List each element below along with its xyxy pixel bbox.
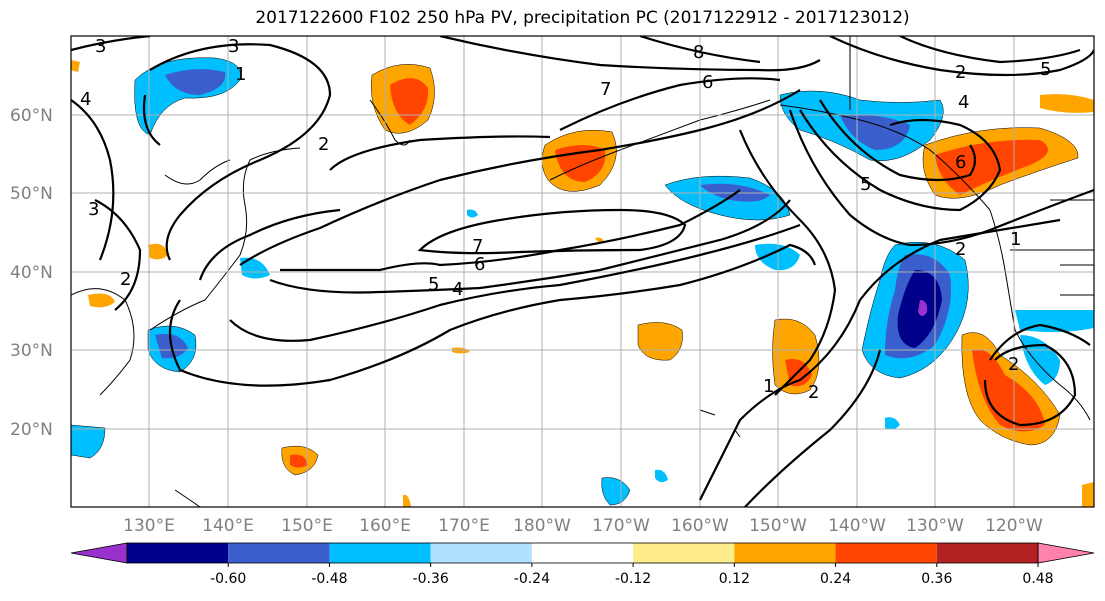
colorbar-segment <box>329 543 431 563</box>
contour-label: 2 <box>955 62 966 83</box>
lat-label: 20°N <box>10 420 53 440</box>
lon-label: 150°E <box>281 516 333 536</box>
colorbar-segment <box>127 543 229 563</box>
lon-label: 170°E <box>438 516 490 536</box>
colorbar-tick-label: -0.24 <box>514 571 550 587</box>
pv-contours <box>71 36 1094 507</box>
contour-label: 5 <box>428 274 439 295</box>
longitude-labels: 130°E 140°E 150°E 160°E 170°E 180°W 170°… <box>123 516 1043 536</box>
contour-label: 6 <box>474 254 485 275</box>
contour-label: 1 <box>235 64 246 85</box>
graticule <box>71 36 1094 507</box>
lon-label: 120°W <box>985 516 1043 536</box>
lon-label: 140°E <box>202 516 254 536</box>
contour-label: 2 <box>955 239 966 260</box>
lat-label: 50°N <box>10 184 53 204</box>
colorbar-tick-label: 0.48 <box>1022 571 1053 587</box>
contour-label: 2 <box>808 382 819 403</box>
contour-label: 2 <box>318 134 329 155</box>
latitude-labels: 60°N 50°N 40°N 30°N 20°N <box>10 106 53 440</box>
contour-label: 5 <box>1040 59 1051 80</box>
colorbar-extension-high <box>1037 542 1095 564</box>
lon-label: 130°W <box>906 516 964 536</box>
colorbar-tick-label: 0.12 <box>719 571 750 587</box>
colorbar-segment <box>531 543 634 563</box>
colorbar-tick-label: -0.12 <box>615 571 651 587</box>
lon-label: 140°W <box>828 516 886 536</box>
colorbar-tick-label: -0.60 <box>210 571 246 587</box>
contour-label: 6 <box>702 72 713 93</box>
colorbar-segment <box>835 543 937 563</box>
colorbar-tick-label: -0.36 <box>413 571 449 587</box>
lon-label: 160°E <box>359 516 411 536</box>
colorbar-segment <box>228 543 330 563</box>
colorbar-segment <box>633 543 735 563</box>
contour-label: 4 <box>452 279 463 300</box>
contour-label: 5 <box>860 174 871 195</box>
contour-label: 2 <box>1008 354 1019 375</box>
colorbar-segment <box>734 543 836 563</box>
coastlines <box>71 36 1094 507</box>
contour-label: 6 <box>955 152 966 173</box>
lat-label: 40°N <box>10 263 53 283</box>
colorbar-segment <box>936 543 1038 563</box>
contour-labels: 3 3 1 2 3 4 8 7 6 5 7 6 5 4 2 1 2 2 1 2 … <box>80 36 1051 403</box>
map-title: 2017122600 F102 250 hPa PV, precipitatio… <box>255 8 910 28</box>
contour-label: 4 <box>80 89 91 110</box>
contour-label: 4 <box>958 92 969 113</box>
lat-label: 30°N <box>10 341 53 361</box>
contour-label: 1 <box>1010 229 1021 250</box>
contour-label: 3 <box>228 36 239 57</box>
colorbar: -0.60 -0.48 -0.36 -0.24 -0.12 0.12 0.24 0.36 0.4… <box>70 542 1095 587</box>
colorbar-tick-label: -0.48 <box>311 571 347 587</box>
precip-shading <box>71 57 1094 507</box>
contour-label: 2 <box>120 269 131 290</box>
contour-label: 7 <box>472 236 483 257</box>
contour-label: 3 <box>95 36 106 57</box>
contour-label: 3 <box>88 199 99 220</box>
lon-label: 170°W <box>592 516 650 536</box>
lat-label: 60°N <box>10 106 53 126</box>
colorbar-tick-label: 0.24 <box>820 571 851 587</box>
colorbar-tick-label: 0.36 <box>921 571 952 587</box>
lon-label: 150°W <box>749 516 807 536</box>
colorbar-border <box>126 542 1039 564</box>
map-frame <box>70 35 1095 508</box>
lon-label: 180°W <box>513 516 571 536</box>
lon-label: 160°W <box>671 516 729 536</box>
colorbar-segment <box>430 543 532 563</box>
contour-label: 7 <box>600 79 611 100</box>
lon-label: 130°E <box>123 516 175 536</box>
contour-label: 1 <box>763 376 774 397</box>
colorbar-extension-low <box>70 542 128 564</box>
contour-label: 8 <box>693 42 704 63</box>
